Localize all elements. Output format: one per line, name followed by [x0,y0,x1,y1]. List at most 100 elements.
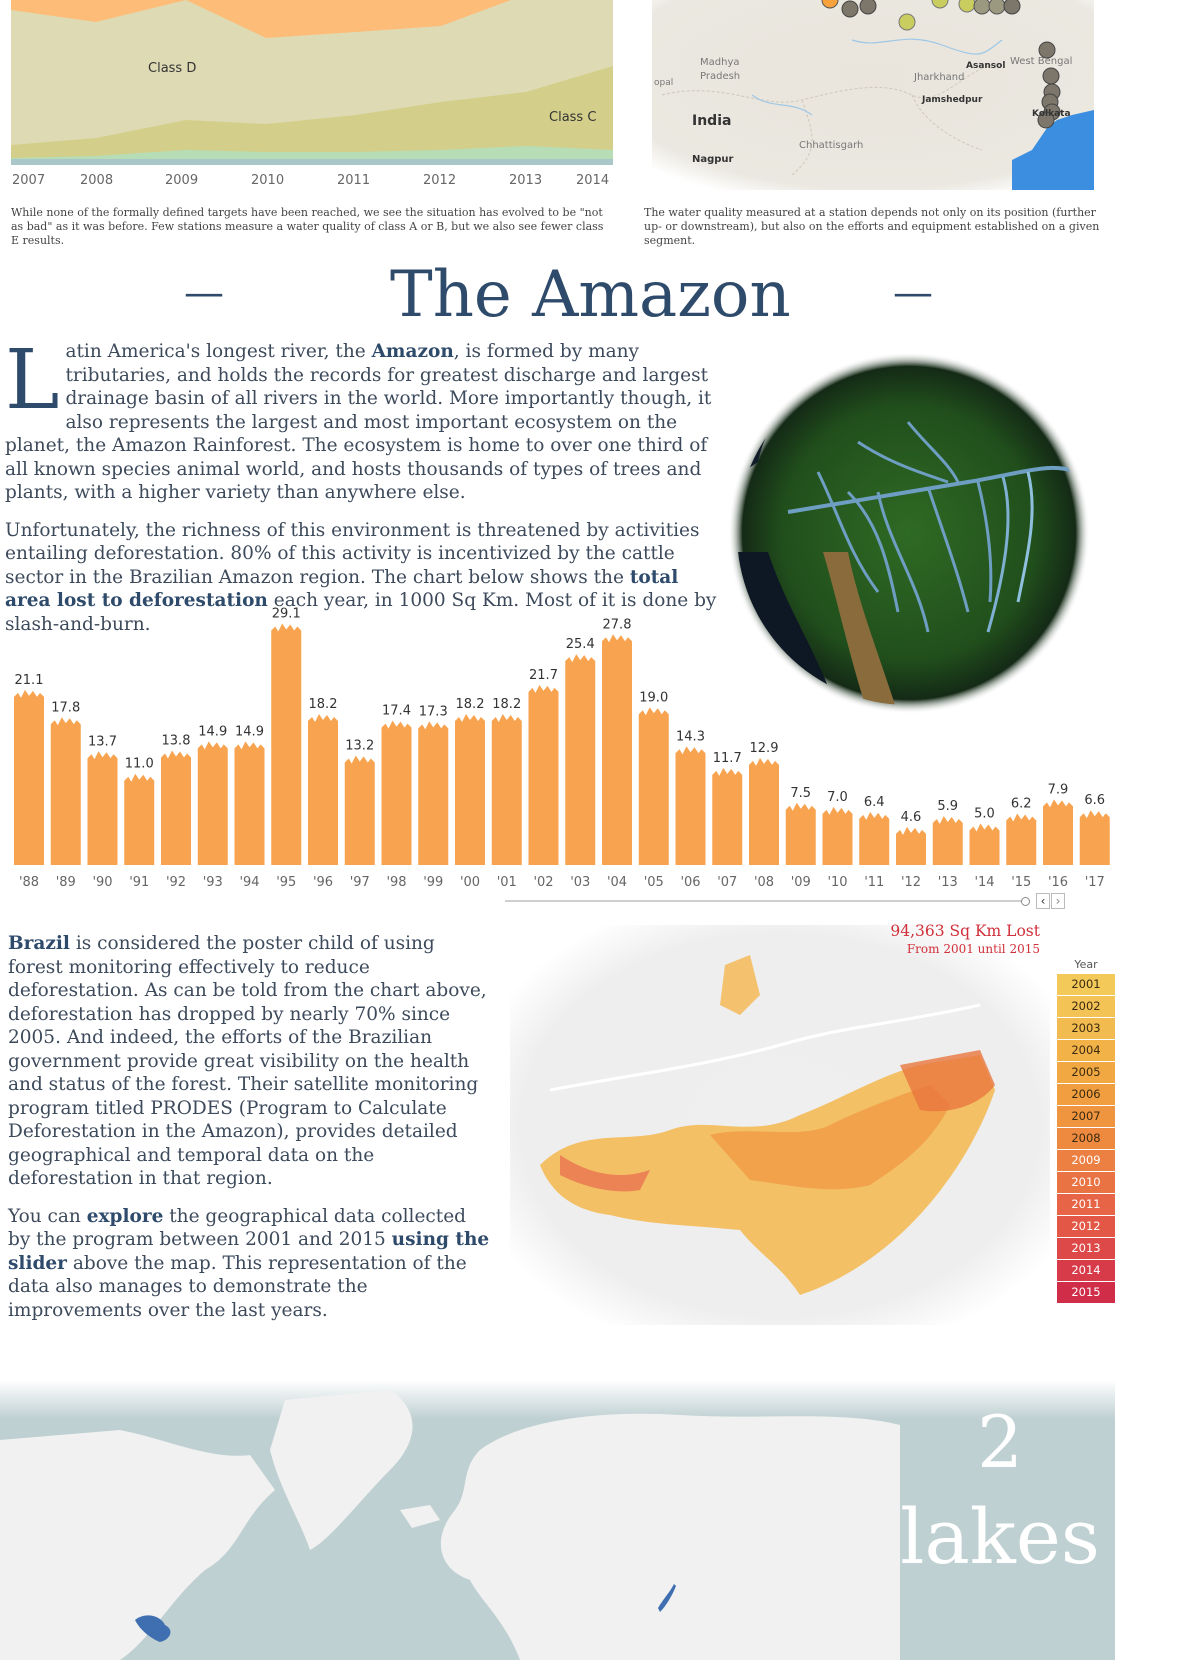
scrollbar-track [505,900,1025,902]
bar-value-label: 5.9 [937,799,958,814]
bar-value-label: 21.1 [15,673,44,688]
station-marker[interactable] [931,0,949,9]
year-legend[interactable]: 2001 2002 2003 2004 2005 2006 2007 2008 2009 2010… [1057,974,1115,1304]
legend-year-2001[interactable]: 2001 [1057,974,1115,995]
legend-year-2012[interactable]: 2012 [1057,1216,1115,1237]
bar[interactable] [969,823,1000,866]
legend-year-2006[interactable]: 2006 [1057,1084,1115,1105]
greenland [270,1390,413,1550]
map-label-india: India [692,113,732,129]
station-marker[interactable] [841,0,859,18]
station-marker[interactable] [1037,111,1055,129]
river [751,94,813,116]
chart-scrollbar[interactable] [505,897,1030,906]
bar[interactable] [638,707,669,865]
iceland [400,1505,440,1528]
bar[interactable] [1043,799,1073,865]
bar-value-label: 21.7 [529,668,558,683]
area-chart-x-axis: 2007 2008 2009 2010 2011 2012 2013 2014 [0,173,620,191]
bar[interactable] [491,713,522,865]
station-marker[interactable] [821,0,839,9]
bar[interactable] [197,741,228,865]
bar[interactable] [785,802,816,865]
bar-value-label: 4.6 [901,810,922,825]
legend-year-2002[interactable]: 2002 [1057,996,1115,1017]
x-tick-label: '96 [313,875,333,890]
bar-value-label: 12.9 [750,741,779,756]
bar[interactable] [124,773,155,865]
bar[interactable] [749,757,779,865]
bar[interactable] [565,654,596,865]
bar[interactable] [896,826,926,865]
bar[interactable] [50,717,81,865]
bar[interactable] [822,806,853,865]
scroll-prev-button[interactable]: ‹ [1036,893,1050,909]
bar-value-label: 17.4 [382,704,411,719]
scroll-next-button[interactable]: › [1051,893,1065,909]
legend-year-2008[interactable]: 2008 [1057,1128,1115,1149]
station-marker[interactable] [988,0,1006,15]
x-tick-label: '14 [974,875,994,890]
x-tick-label: '17 [1085,875,1105,890]
station-marker[interactable] [1003,0,1021,15]
deforestation-map[interactable] [510,925,1050,1325]
legend-year-2007[interactable]: 2007 [1057,1106,1115,1127]
station-marker[interactable] [1038,41,1056,59]
bar[interactable] [271,623,302,865]
bar-value-label: 27.8 [603,617,632,632]
bar[interactable] [602,634,632,865]
station-marker[interactable] [958,0,976,13]
legend-year-2009[interactable]: 2009 [1057,1150,1115,1171]
bar[interactable] [455,713,485,865]
scrollbar-handle[interactable] [1021,897,1030,906]
station-marker[interactable] [973,0,991,15]
bar[interactable] [234,741,265,865]
slider-highlight: using the slider [8,1229,490,1274]
x-tick-label: '07 [717,875,737,890]
bar[interactable] [932,816,963,865]
india-map[interactable]: Madhya Pradesh Jharkhand Asansol West Be… [652,0,1094,190]
tributary [857,440,949,484]
deforestation-bar-chart[interactable]: 21.1 '88 17.8 '89 13.7 '90 11.0 '91 13.8 '92 14.9 '… [0,600,1115,890]
bar-value-label: 7.9 [1048,782,1069,797]
bar[interactable] [1006,813,1037,865]
lakes-label: lakes [900,1492,1100,1581]
legend-year-2010[interactable]: 2010 [1057,1172,1115,1193]
bar-value-label: 17.8 [51,700,80,715]
year-tick: 2008 [80,173,114,188]
bar-value-label: 14.9 [235,724,264,739]
legend-year-2004[interactable]: 2004 [1057,1040,1115,1061]
legend-year-2015[interactable]: 2015 [1057,1282,1115,1303]
bar[interactable] [1079,810,1110,865]
legend-year-2003[interactable]: 2003 [1057,1018,1115,1039]
station-marker[interactable] [859,0,877,15]
x-tick-label: '88 [19,875,39,890]
bar[interactable] [675,746,706,865]
bar[interactable] [381,720,412,865]
legend-year-2013[interactable]: 2013 [1057,1238,1115,1259]
legend-year-2005[interactable]: 2005 [1057,1062,1115,1083]
bar[interactable] [712,767,743,865]
bar[interactable] [344,755,375,865]
legend-year-2011[interactable]: 2011 [1057,1194,1115,1215]
station-marker[interactable] [1042,67,1060,85]
great-lakes [135,1615,171,1642]
bar[interactable] [418,721,449,865]
world-lakes-map[interactable]: 2 lakes [0,1380,1115,1660]
x-tick-label: '11 [864,875,884,890]
bar[interactable] [859,811,890,865]
year-tick: 2009 [165,173,199,188]
legend-year-2014[interactable]: 2014 [1057,1260,1115,1281]
bar[interactable] [161,750,191,865]
station-marker[interactable] [898,13,916,31]
bar[interactable] [87,751,118,865]
bar[interactable] [528,684,559,865]
x-tick-label: '00 [460,875,480,890]
x-tick-label: '97 [350,875,370,890]
bar[interactable] [14,689,44,865]
bar[interactable] [308,713,338,865]
andes [823,552,898,705]
map-label-nagpur: Nagpur [692,154,734,165]
tributary [906,421,960,483]
